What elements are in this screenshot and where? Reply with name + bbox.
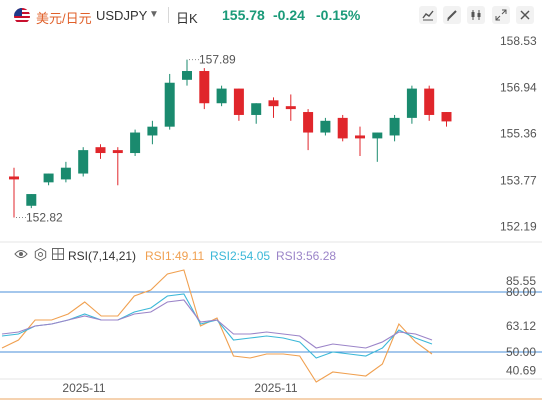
rsi-tick-label: 40.69 bbox=[506, 364, 536, 378]
price-change: -0.24 bbox=[273, 7, 305, 23]
rsi-line-rsi3 bbox=[1, 299, 433, 349]
price-tick-label: 155.36 bbox=[500, 127, 537, 141]
grid-icon[interactable] bbox=[52, 248, 64, 263]
draw-icon[interactable] bbox=[443, 6, 461, 24]
candlestick-series bbox=[9, 59, 452, 218]
chevron-down-icon[interactable]: ▼ bbox=[149, 9, 159, 20]
pair-name: 美元/日元 bbox=[36, 11, 92, 26]
symbol-select[interactable]: USDJPY bbox=[96, 8, 148, 23]
candle-body bbox=[406, 88, 417, 118]
rsi-tick-label: 63.12 bbox=[506, 319, 536, 333]
candle-body bbox=[9, 176, 19, 180]
candle-body bbox=[164, 82, 175, 127]
axis-labels: 158.53 156.94 155.36 153.77 152.19 157.89 152.… bbox=[16, 34, 537, 395]
price-tick-label: 152.19 bbox=[500, 220, 537, 234]
settings-icon[interactable] bbox=[467, 6, 485, 24]
candle-body bbox=[78, 150, 89, 174]
candle-body bbox=[337, 117, 348, 139]
price-tick-label: 153.77 bbox=[500, 173, 537, 187]
candle-body bbox=[199, 71, 210, 104]
high-label: 157.89 bbox=[199, 53, 236, 67]
rsi-tick-label: 50.00 bbox=[506, 345, 536, 359]
rsi-tick-label: 80.00 bbox=[506, 285, 536, 299]
candle-body bbox=[268, 100, 279, 107]
indicator-label: RSI(7,14,21) bbox=[68, 249, 137, 263]
candle-body bbox=[233, 88, 244, 115]
candle-body bbox=[112, 150, 123, 154]
chart-header: 美元/日元 USDJPY ▼ 日K 155.78 -0.24 -0.15% bbox=[0, 0, 542, 30]
candle-body bbox=[372, 132, 383, 139]
candle-body bbox=[285, 106, 296, 110]
us-flag-icon bbox=[14, 8, 30, 24]
candle-body bbox=[182, 71, 192, 80]
eye-icon[interactable] bbox=[14, 248, 28, 263]
period-select[interactable]: 日K bbox=[176, 11, 198, 26]
candle-body bbox=[320, 120, 331, 133]
candle-body bbox=[130, 132, 141, 154]
candle-body bbox=[216, 88, 227, 104]
date-tick-label: 2025-11 bbox=[254, 381, 297, 395]
candle-body bbox=[60, 167, 71, 180]
rsi3-value: RSI3:56.28 bbox=[276, 249, 337, 263]
rsi2-value: RSI2:54.05 bbox=[210, 249, 271, 263]
divider bbox=[168, 7, 169, 23]
rsi-line-rsi2 bbox=[1, 293, 433, 359]
fullscreen-icon[interactable] bbox=[492, 6, 510, 24]
candle-body bbox=[303, 112, 314, 133]
current-price: 155.78 bbox=[222, 7, 265, 23]
candle-body bbox=[441, 112, 452, 122]
price-change-pct: -0.15% bbox=[316, 7, 361, 23]
candle-body bbox=[355, 135, 365, 139]
indicator-legend: RSI(7,14,21) RSI1:49.11 RSI2:54.05 RSI3:… bbox=[0, 246, 360, 266]
candle-body bbox=[43, 173, 54, 183]
rsi1-value: RSI1:49.11 bbox=[145, 249, 205, 263]
candle-body bbox=[389, 117, 400, 136]
rsi-series bbox=[1, 269, 433, 383]
line-style-icon[interactable] bbox=[419, 6, 437, 24]
close-icon[interactable] bbox=[516, 6, 534, 24]
candle-body bbox=[26, 194, 37, 206]
price-tick-label: 156.94 bbox=[500, 80, 537, 94]
candle-body bbox=[95, 147, 106, 154]
rsi-line-rsi1 bbox=[1, 269, 433, 383]
low-label: 152.82 bbox=[26, 210, 63, 224]
price-tick-label: 158.53 bbox=[500, 34, 537, 48]
candle-body bbox=[251, 103, 262, 115]
candle-body bbox=[147, 126, 158, 136]
candle-body bbox=[424, 88, 435, 115]
date-tick-label: 2025-11 bbox=[62, 381, 105, 395]
grid-lines bbox=[0, 241, 542, 400]
rsi-tick-label: 85.55 bbox=[506, 274, 536, 288]
gear-icon[interactable] bbox=[34, 247, 47, 264]
